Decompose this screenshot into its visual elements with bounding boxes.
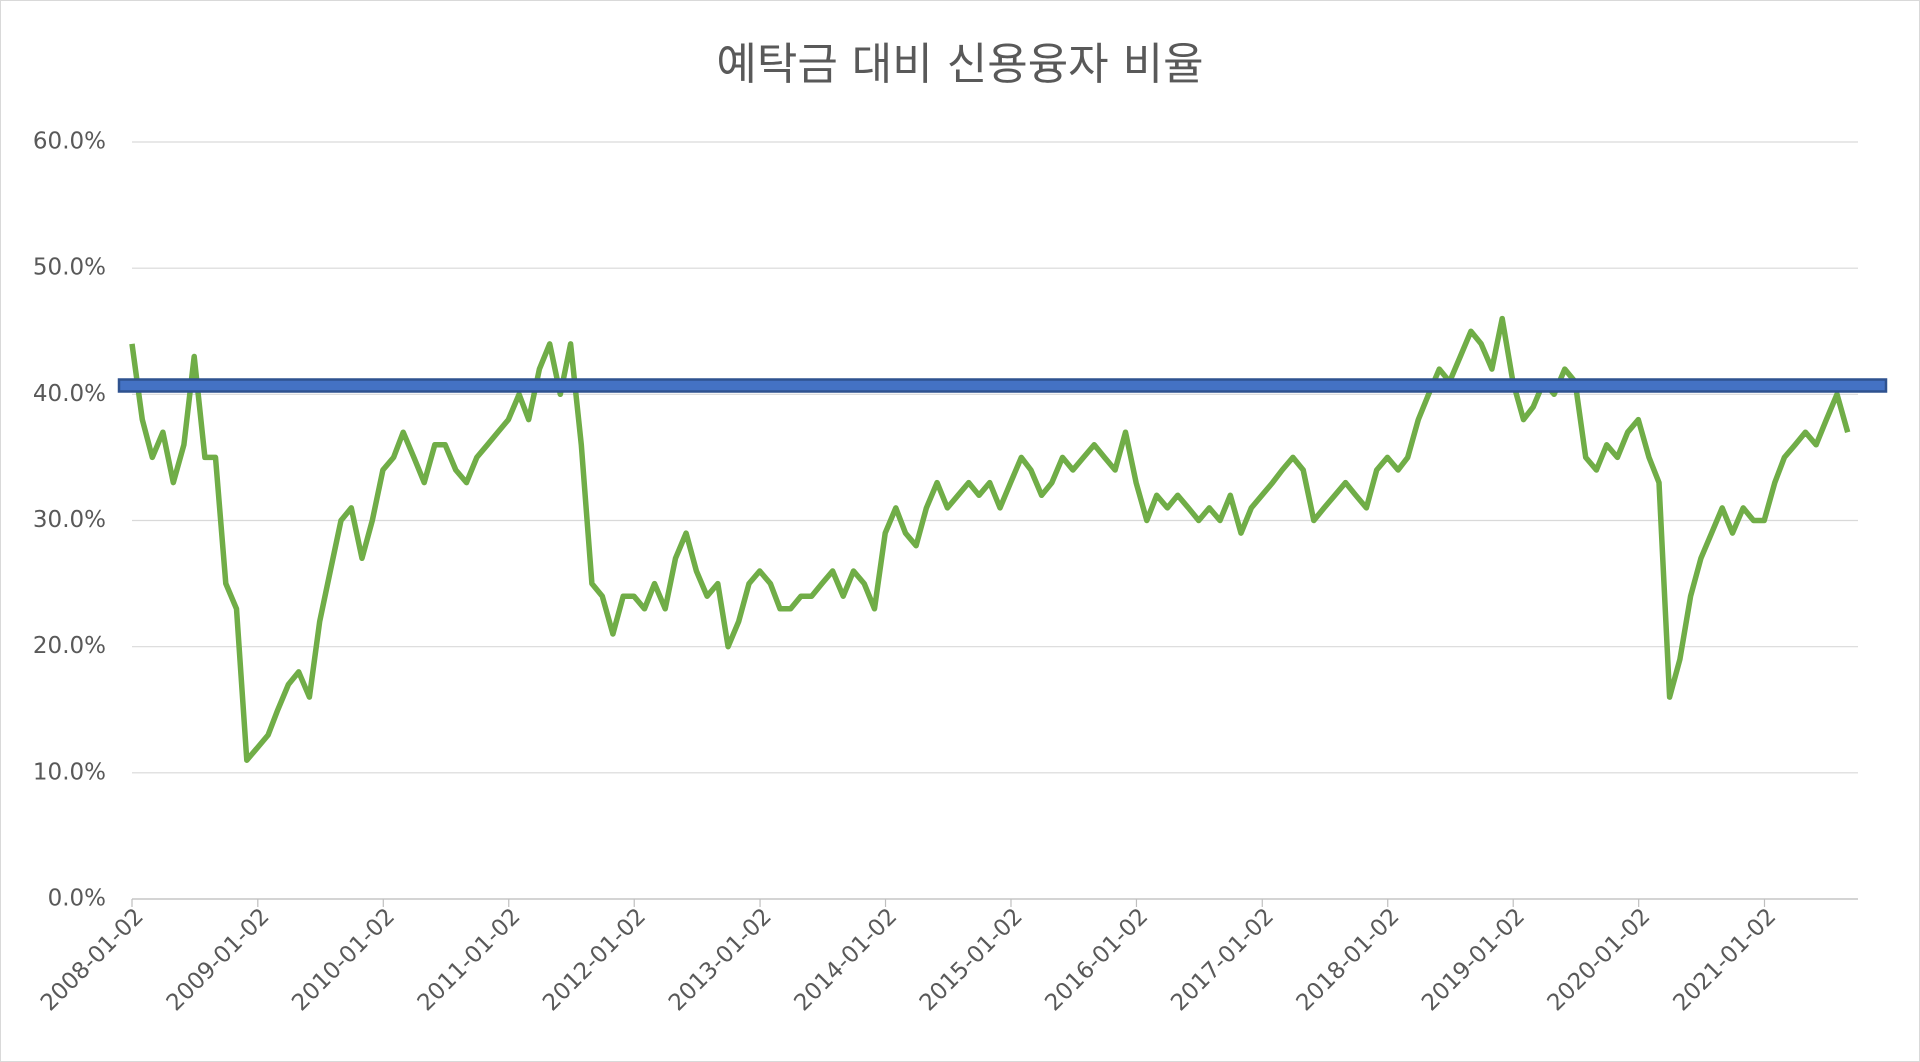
chart-title: 예탁금 대비 신용융자 비율: [716, 39, 1203, 90]
data-line: [129, 315, 1851, 763]
reference-band: [117, 378, 1888, 393]
y-tick-label: 40.0%: [33, 381, 106, 407]
y-tick-label: 30.0%: [33, 507, 106, 533]
y-tick-label: 60.0%: [33, 129, 106, 155]
y-tick-label: 20.0%: [33, 633, 106, 659]
y-tick-label: 10.0%: [33, 759, 106, 785]
y-tick-label: 0.0%: [48, 886, 106, 912]
y-tick-label: 50.0%: [33, 255, 106, 281]
